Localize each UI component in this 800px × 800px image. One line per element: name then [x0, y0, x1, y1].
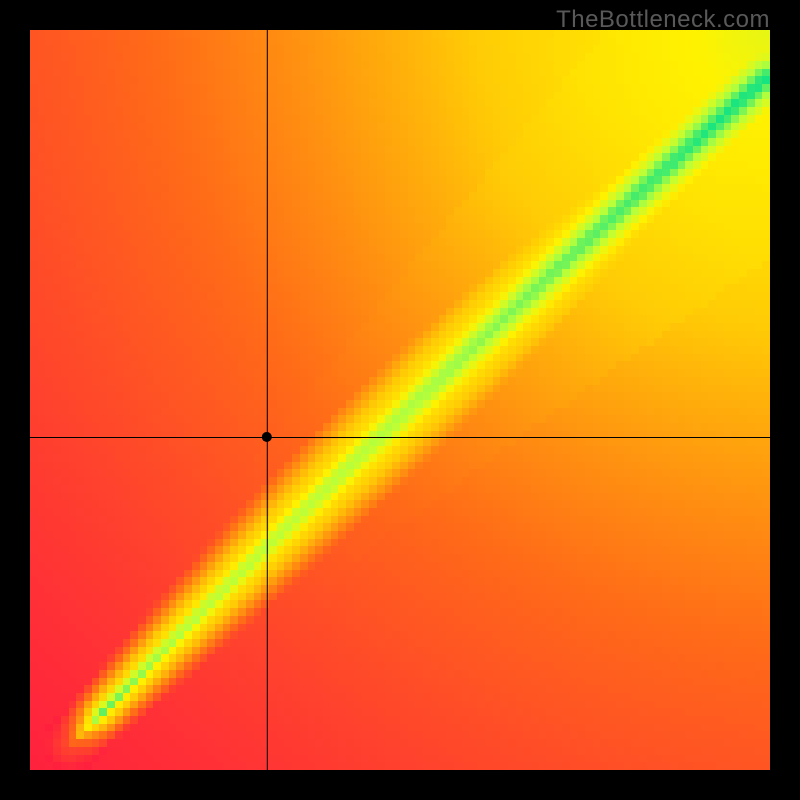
- watermark-text: TheBottleneck.com: [556, 6, 770, 34]
- bottleneck-heatmap: [30, 30, 770, 770]
- heatmap-canvas: [30, 30, 770, 770]
